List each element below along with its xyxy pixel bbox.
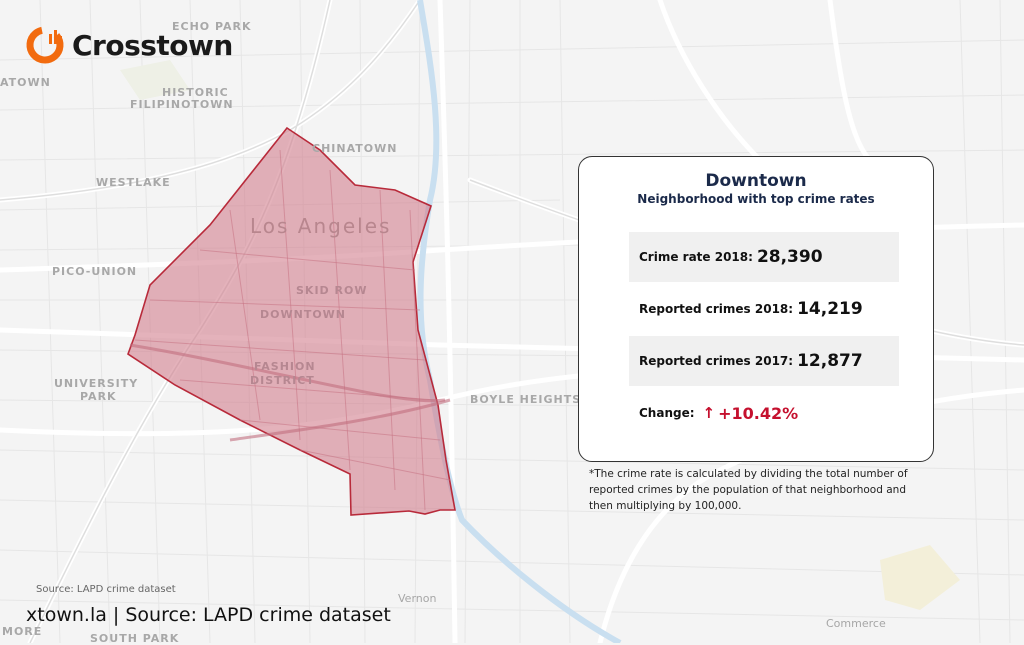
label-university: UNIVERSITY xyxy=(54,377,139,390)
stat-row-crime-rate: Crime rate 2018: 28,390 xyxy=(629,232,899,282)
label-vernon: Vernon xyxy=(398,592,437,605)
label-commerce: Commerce xyxy=(826,617,886,630)
stat-label: Reported crimes 2018: xyxy=(639,302,794,316)
label-filipinotown: FILIPINOTOWN xyxy=(130,98,234,111)
card-title: Downtown xyxy=(705,171,807,191)
label-skid-row: SKID ROW xyxy=(296,284,368,297)
label-more: MORE xyxy=(2,625,43,638)
city-label: Los Angeles xyxy=(250,214,392,238)
stat-value: 12,877 xyxy=(797,351,863,371)
stat-label: Reported crimes 2017: xyxy=(639,354,794,368)
label-park: PARK xyxy=(80,390,117,403)
stat-label: Change: xyxy=(639,406,695,420)
label-fashion: FASHION xyxy=(254,360,316,373)
stat-row-reported-2018: Reported crimes 2018: 14,219 xyxy=(629,284,899,334)
change-value: +10.42% xyxy=(718,403,799,423)
label-downtown: DOWNTOWN xyxy=(260,308,347,321)
label-historic: HISTORIC xyxy=(162,86,229,99)
stat-value: 14,219 xyxy=(797,299,863,319)
stats-card: Downtown Neighborhood with top crime rat… xyxy=(578,156,934,462)
stat-row-reported-2017: Reported crimes 2017: 12,877 xyxy=(629,336,899,386)
label-south-park: SOUTH PARK xyxy=(90,632,180,645)
brand-name: Crosstown xyxy=(72,28,233,62)
stat-label: Crime rate 2018: xyxy=(639,250,753,264)
label-boyle-heights: BOYLE HEIGHTS xyxy=(470,393,582,406)
label-echo-park: ECHO PARK xyxy=(172,20,252,33)
footnote: *The crime rate is calculated by dividin… xyxy=(589,468,908,512)
stat-row-change: Change: ↑ +10.42% xyxy=(629,388,899,438)
stat-value: 28,390 xyxy=(756,247,823,267)
crosstown-logo: Crosstown xyxy=(24,24,233,66)
card-subtitle: Neighborhood with top crime rates xyxy=(637,192,875,206)
footer-source: xtown.la | Source: LAPD crime dataset xyxy=(26,604,391,626)
crosstown-logo-icon xyxy=(26,26,64,64)
source-small: Source: LAPD crime dataset xyxy=(36,584,176,595)
label-atown: ATOWN xyxy=(0,76,51,89)
label-westlake: WESTLAKE xyxy=(96,176,171,189)
label-district: DISTRICT xyxy=(250,374,315,387)
label-pico-union: PICO-UNION xyxy=(52,265,138,278)
arrow-up-icon: ↑ xyxy=(702,404,716,422)
label-chinatown: CHINATOWN xyxy=(312,142,398,155)
